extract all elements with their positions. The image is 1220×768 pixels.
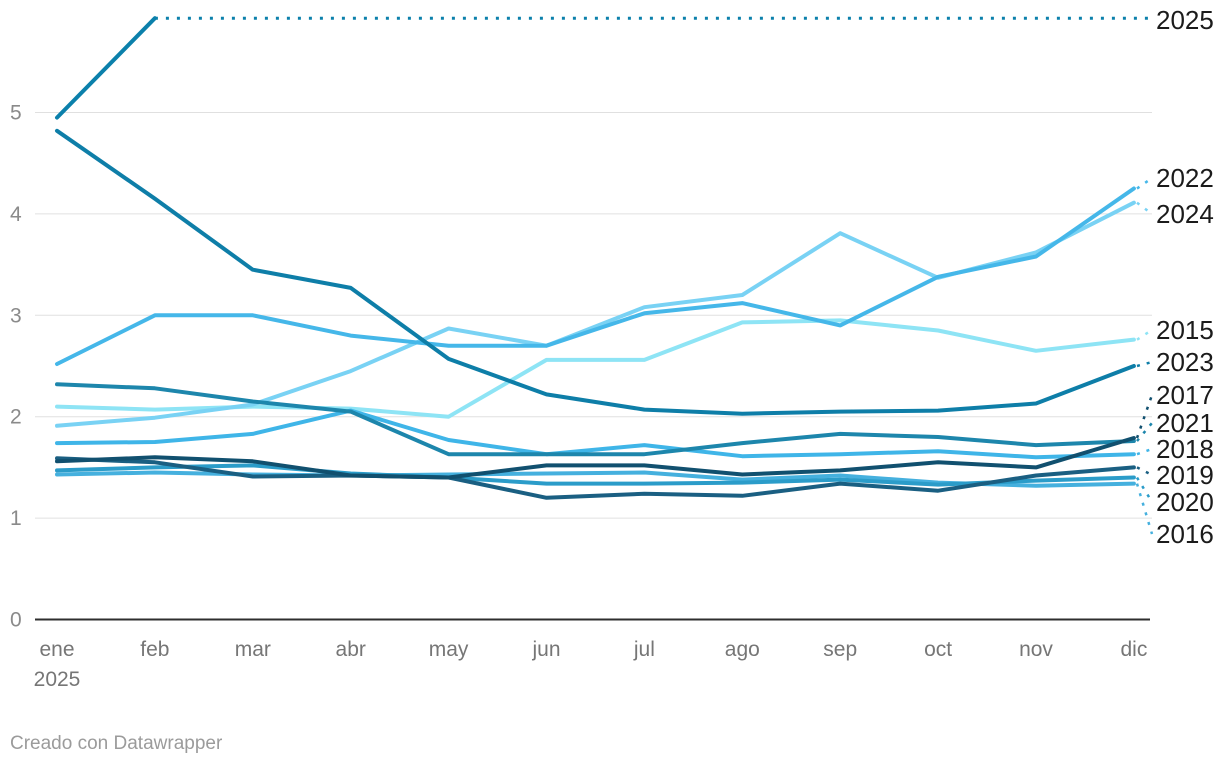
label-leader-2017 [1135,394,1154,439]
label-leader-2022 [1136,176,1153,190]
x-tick-label: ene [39,638,74,661]
x-tick-label: ago [725,638,760,661]
datawrapper-credit[interactable]: Creado con Datawrapper [10,733,223,754]
series-label-2021[interactable]: 2021 [1156,408,1214,438]
y-tick-label: 0 [10,609,22,632]
series-label-2015[interactable]: 2015 [1156,315,1214,345]
x-tick-label: jun [531,638,560,661]
series-line-2018[interactable] [55,408,1136,460]
y-tick-label: 5 [10,102,22,125]
y-tick-label: 2 [10,406,22,429]
label-leader-2021 [1136,422,1153,442]
series-label-2016[interactable]: 2016 [1156,519,1214,549]
x-tick-label: oct [924,638,952,661]
label-leader-2018 [1136,447,1153,456]
label-leader-2020 [1135,476,1154,503]
y-tick-label: 4 [10,203,22,226]
series-line-2019[interactable] [55,456,1136,500]
series-line-2022[interactable] [55,186,1136,366]
x-tick-label: jul [633,638,655,661]
series-line-2023[interactable] [55,128,1136,416]
x-tick-label: dic [1120,638,1147,661]
series-line-2025[interactable] [55,16,157,120]
series-label-2017[interactable]: 2017 [1156,380,1214,410]
label-leader-2015 [1136,328,1153,341]
x-tick-label: abr [336,638,366,661]
label-leader-2024 [1136,201,1153,215]
label-leader-2023 [1136,360,1153,368]
x-tick-label: feb [140,638,169,661]
series-label-2018[interactable]: 2018 [1156,434,1214,464]
x-tick-label: sep [823,638,857,661]
series-label-2019[interactable]: 2019 [1156,460,1214,490]
series-line-2017[interactable] [55,436,1136,480]
label-leader-2019 [1136,466,1153,477]
y-tick-label: 3 [10,304,22,327]
series-label-2020[interactable]: 2020 [1156,487,1214,517]
series-label-2023[interactable]: 2023 [1156,347,1214,377]
series-label-2025[interactable]: 2025 [1156,5,1214,35]
series-label-2022[interactable]: 2022 [1156,163,1214,193]
series-line-2020[interactable] [55,463,1136,487]
label-leader-2016 [1135,483,1154,535]
x-tick-label: nov [1019,638,1053,661]
series-line-2021[interactable] [55,382,1136,457]
x-tick-label: mar [235,638,271,661]
y-tick-label: 1 [10,507,22,530]
x-tick-label: may [429,638,469,661]
x-sub-label: 2025 [34,668,81,691]
series-label-2024[interactable]: 2024 [1156,199,1214,229]
